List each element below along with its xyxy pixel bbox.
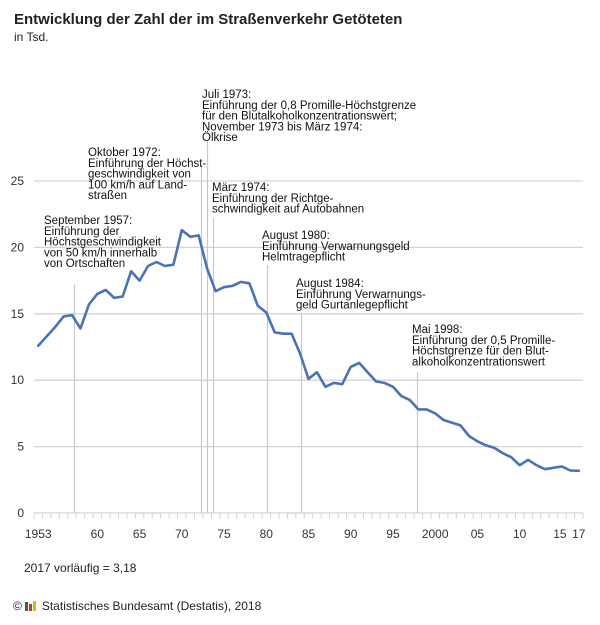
annotation: Juli 1973:Einführung der 0,8 Promille-Hö… <box>202 89 416 144</box>
annotation: März 1974:Einführung der Richtge-schwind… <box>212 182 364 216</box>
annotation-line: Einführung der Richtge- <box>212 193 334 205</box>
y-axis: 0 5 10 15 20 25 <box>11 174 25 520</box>
annotation-line: Einführung der 0,5 Promille- <box>412 335 555 347</box>
annotation-line: Juli 1973: <box>202 89 251 101</box>
annotation-line: Mai 1998: <box>412 324 463 336</box>
chart-subtitle: in Tsd. <box>14 30 49 44</box>
x-tick-label: 85 <box>302 527 316 541</box>
annotation-line: Oktober 1972: <box>88 147 161 159</box>
annotation: September 1957:Einführung derHöchstgesch… <box>44 215 162 270</box>
provisional-note: 2017 vorläufig = 3,18 <box>24 561 137 575</box>
annotation-line: Höchstgeschwindigkeit <box>44 237 162 249</box>
annotation-line: August 1980: <box>262 230 330 242</box>
x-tick-label: 17 <box>572 527 586 541</box>
annotation-line: Helmtragepflicht <box>262 252 346 264</box>
x-tick-label: 05 <box>471 527 485 541</box>
x-tick-label: 90 <box>344 527 358 541</box>
annotation-line: Einführung der Höchst- <box>88 158 206 170</box>
annotation-line: straßen <box>88 190 127 202</box>
x-tick-label: 2000 <box>422 527 449 541</box>
annotation: Oktober 1972:Einführung der Höchst-gesch… <box>88 147 206 202</box>
source-text: Statistisches Bundesamt (Destatis), 2018 <box>41 599 262 613</box>
annotation-line: für den Blutalkoholkonzentrationswert; <box>202 111 397 123</box>
x-tick-label: 95 <box>386 527 400 541</box>
y-tick-label: 10 <box>11 373 25 387</box>
copyright-icon: © <box>13 599 22 613</box>
y-tick-label: 0 <box>17 506 24 520</box>
annotation-line: geschwindigkeit von <box>88 169 191 181</box>
annotation-line: alkoholkonzentrationswert <box>412 356 546 368</box>
y-tick-label: 25 <box>11 174 25 188</box>
annotation-line: Einführung Verwarnungs- <box>296 289 426 301</box>
y-tick-label: 5 <box>17 440 24 454</box>
x-tick-label: 1953 <box>25 527 52 541</box>
x-tick-label: 60 <box>91 527 105 541</box>
annotation-line: von 50 km/h innerhalb <box>44 247 157 259</box>
annotation-line: Einführung der 0,8 Promille-Höchstgrenze <box>202 100 416 112</box>
annotation-line: Ölkrise <box>202 132 238 144</box>
source-footer: © Statistisches Bundesamt (Destatis), 20… <box>13 599 261 613</box>
x-tick-label: 70 <box>175 527 189 541</box>
y-tick-label: 15 <box>11 307 25 321</box>
x-tick-label: 65 <box>133 527 147 541</box>
annotation-line: schwindigkeit auf Autobahnen <box>212 204 364 216</box>
annotation-line: Einführung Verwarnungsgeld <box>262 241 410 253</box>
annotation-line: August 1984: <box>296 278 364 290</box>
annotation-line: geld Gurtanlegepflicht <box>296 300 409 312</box>
annotation-line: von Ortschaften <box>44 258 125 270</box>
chart-title: Entwicklung der Zahl der im Straßenverke… <box>14 11 403 28</box>
y-tick-label: 20 <box>11 240 25 254</box>
x-axis: 1953 60 65 70 75 80 85 90 95 2000 05 10 15 17 <box>25 512 586 541</box>
annotation: August 1980:Einführung VerwarnungsgeldHe… <box>262 230 410 264</box>
x-tick-label: 10 <box>513 527 527 541</box>
annotation-line: November 1973 bis März 1974: <box>202 121 362 133</box>
series-layer <box>36 228 581 473</box>
x-tick-label: 80 <box>260 527 274 541</box>
event-markers <box>73 141 419 513</box>
annotation: Mai 1998:Einführung der 0,5 Promille-Höc… <box>412 324 555 368</box>
annotation-line: Höchstgrenze für den Blut- <box>412 346 549 358</box>
annotation-line: März 1974: <box>212 182 270 194</box>
annotation-line: 100 km/h auf Land- <box>88 179 187 191</box>
x-tick-label: 15 <box>553 527 567 541</box>
annotation-line: September 1957: <box>44 215 132 227</box>
x-tick-label: 75 <box>217 527 231 541</box>
annotation-line: Einführung der <box>44 226 120 238</box>
annotations: September 1957:Einführung derHöchstgesch… <box>44 89 555 368</box>
annotation: August 1984:Einführung Verwarnungs-geld … <box>296 278 426 312</box>
destatis-logo-icon <box>24 601 37 611</box>
